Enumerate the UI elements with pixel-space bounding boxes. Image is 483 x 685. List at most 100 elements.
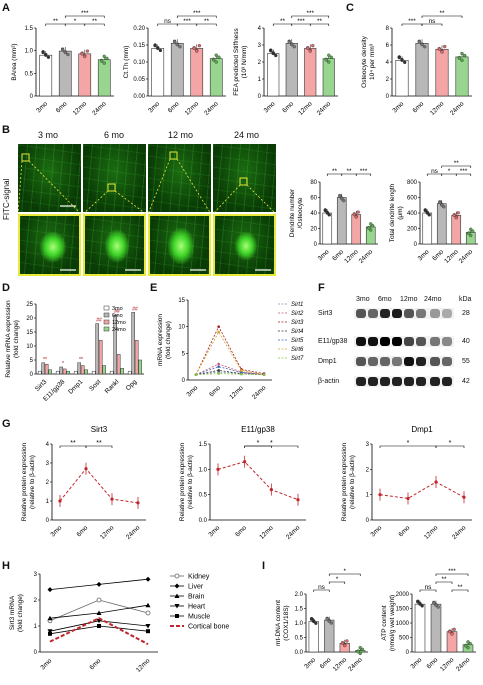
data-point	[240, 372, 243, 376]
significance-label: ***	[448, 568, 456, 575]
bar	[151, 48, 165, 97]
data-point	[99, 59, 104, 63]
data-point	[442, 205, 446, 209]
data-point	[452, 213, 456, 217]
data-point	[327, 53, 331, 57]
data-point	[440, 50, 444, 54]
y-tick-label: 80	[310, 180, 317, 186]
x-tick-label: 3mo	[147, 100, 161, 114]
data-point	[174, 583, 180, 589]
bar	[131, 312, 135, 375]
y-tick-label: 40	[310, 211, 317, 217]
data-point	[47, 587, 53, 593]
y-axis-label: Dendrite number	[289, 188, 296, 237]
blot-row-label: Dmp1	[318, 358, 337, 365]
significance-label: *	[74, 18, 77, 25]
significance-label: ***	[193, 10, 201, 17]
legend-label: Sirt3	[291, 320, 304, 326]
y-tick-label: 0	[30, 372, 34, 378]
x-tick-label: 3mo	[410, 656, 424, 670]
significance-label: ***	[360, 168, 368, 175]
data-point	[80, 52, 84, 56]
y-tick-label: 0	[314, 242, 318, 248]
y-tick-label: 2000	[396, 592, 410, 598]
data-point	[48, 631, 52, 636]
y-tick-label: 15	[26, 330, 33, 336]
bar	[48, 369, 52, 375]
blot-kda: 40	[462, 338, 470, 345]
y-axis-label: Ct.Th (mm)	[123, 46, 130, 79]
legend-label: Brain	[188, 594, 204, 601]
x-tick-label: 3mo	[317, 248, 331, 262]
data-point	[197, 44, 202, 48]
bar	[73, 370, 78, 375]
data-point	[338, 194, 342, 198]
significance-bracket	[176, 15, 217, 18]
blot-strip-sirt3	[354, 308, 454, 319]
blot-kda: 28	[462, 310, 470, 317]
bar	[322, 212, 333, 245]
data-point	[325, 617, 329, 621]
data-point	[178, 45, 182, 49]
x-tick-label: Rankl	[104, 378, 121, 395]
significance-label: *	[449, 440, 452, 447]
significance-label: *	[257, 440, 260, 447]
legend-label: Sirt2	[291, 311, 304, 317]
bar	[59, 366, 63, 375]
blot-kda: 55	[462, 358, 470, 365]
x-tick-label: 6mo	[89, 657, 103, 671]
data-point	[105, 56, 109, 61]
y-tick-label: 60	[310, 196, 317, 202]
data-point	[469, 233, 473, 238]
y-tick-label: 10	[26, 344, 33, 350]
x-tick-label: 12mo	[228, 384, 245, 401]
data-point	[460, 58, 464, 62]
x-tick-label: 3mo	[208, 524, 222, 538]
significance-label: ns	[429, 18, 437, 25]
data-point	[158, 48, 163, 53]
data-point	[443, 44, 447, 49]
data-point	[340, 641, 345, 645]
significance-label: *	[62, 361, 64, 367]
line-chart-e11-protein: E11/gp38 0.0 0.5 1.0 1.5 Relative protein exp…	[179, 425, 306, 541]
significance-bracket	[196, 23, 217, 26]
data-point	[457, 56, 461, 60]
data-point	[417, 40, 421, 44]
bar	[395, 59, 409, 97]
y-axis-label: (COX1/18S)	[283, 605, 290, 640]
significance-bracket	[435, 581, 453, 584]
data-point	[174, 604, 180, 609]
data-point	[195, 49, 199, 53]
bar-chart-atp: 0 500 1000 1500 2000 ATP content (nmol/g wet w…	[381, 568, 476, 673]
legend-label: Sirt6	[291, 347, 304, 353]
panel-label-b: B	[2, 124, 10, 136]
data-point	[327, 619, 331, 623]
y-axis-label: (10³ N/mm)	[241, 46, 248, 79]
x-tick-label: 24mo	[451, 524, 468, 541]
data-point	[153, 44, 157, 48]
data-point	[175, 43, 179, 47]
significance-bracket	[64, 15, 105, 18]
data-point	[437, 47, 441, 51]
data-point	[217, 372, 220, 375]
data-point	[217, 362, 220, 366]
data-point	[314, 621, 318, 625]
bar-chart-cortical-thickness: 0.00 0.05 0.10 0.15 0.20 Ct.Th (mm) 3mo 6mo 12mo…	[123, 10, 226, 117]
data-point	[466, 640, 470, 644]
data-point	[102, 61, 106, 65]
x-tick-label: 24mo	[251, 384, 268, 401]
significance-label: *	[448, 168, 451, 175]
y-tick-label: 1	[46, 499, 50, 505]
data-point	[192, 46, 196, 51]
significance-label: ***	[460, 168, 468, 175]
y-axis-label: (relative to β-actin)	[187, 455, 194, 509]
y-tick-label: 1.0	[295, 621, 304, 627]
y-tick-label: 5	[182, 351, 186, 357]
timepoint-label: 12 mo	[168, 130, 194, 140]
bar	[451, 215, 462, 245]
data-point	[217, 325, 220, 328]
data-point	[217, 55, 221, 59]
panel-label-c: C	[346, 2, 354, 14]
y-axis-label: mt-DNA content	[275, 600, 282, 646]
significance-bracket	[421, 23, 443, 26]
